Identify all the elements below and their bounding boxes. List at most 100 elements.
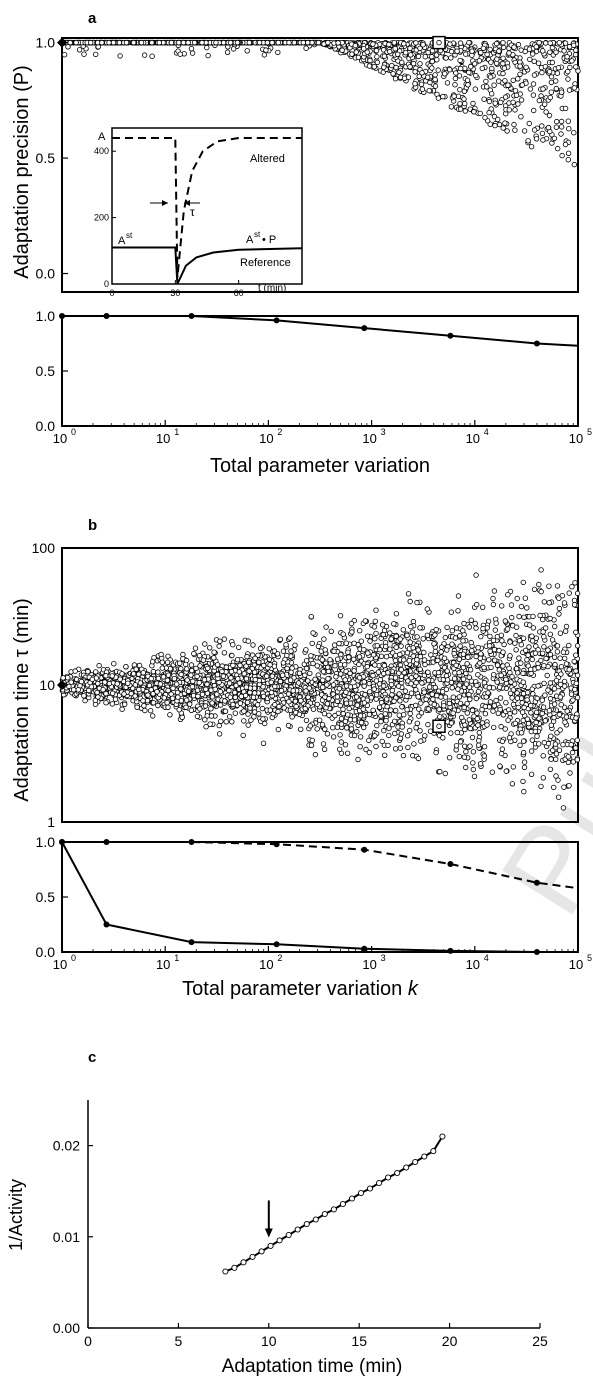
scatter-point xyxy=(470,760,476,766)
scatter-point xyxy=(99,39,105,46)
scatter-point xyxy=(407,45,413,52)
scatter-point xyxy=(547,40,553,46)
scatter-point xyxy=(103,673,109,679)
scatter-point xyxy=(248,717,254,723)
scatter-point xyxy=(432,648,439,655)
scatter-point xyxy=(237,700,244,706)
scatter-point xyxy=(518,113,524,120)
scatter-point xyxy=(351,640,357,646)
scatter-point xyxy=(437,768,443,775)
inset-y-tick-label: 0 xyxy=(104,279,109,289)
scatter-point xyxy=(287,707,294,713)
scatter-point xyxy=(412,69,418,75)
fraction-point xyxy=(533,340,540,347)
scatter-point xyxy=(119,671,125,677)
scatter-point xyxy=(512,127,518,133)
panel-a-scatter-frame xyxy=(61,37,579,293)
scatter-point xyxy=(322,694,328,700)
scatter-point xyxy=(383,718,389,724)
scatter-point xyxy=(381,53,388,59)
inset-label-astp-sup: st xyxy=(254,230,261,239)
scatter-point xyxy=(491,672,497,678)
scatter-point xyxy=(431,701,437,708)
scatter-point xyxy=(125,680,131,686)
scatter-point xyxy=(276,703,282,710)
scatter-point xyxy=(481,96,487,102)
scatter-point xyxy=(413,673,419,679)
panel-a-fraction: 0.00.51.010 0 10 1 10 2 10 3 10 4 10 5 Total parame… xyxy=(36,308,592,477)
scatter-point xyxy=(288,669,294,675)
scatter-point xyxy=(110,39,117,46)
scatter-point xyxy=(566,590,572,596)
fraction-point xyxy=(273,317,280,324)
scatter-point xyxy=(432,83,439,89)
scatter-point xyxy=(558,702,564,708)
scatter-point xyxy=(356,654,363,660)
scatter-point xyxy=(381,662,387,669)
scatter-point xyxy=(370,652,377,658)
scatter-point xyxy=(308,653,314,659)
scatter-point xyxy=(280,648,287,654)
scatter-point xyxy=(541,739,547,746)
inset-y-label: A xyxy=(98,131,106,143)
scatter-point xyxy=(520,670,526,677)
scatter-point xyxy=(349,629,355,635)
scatter-point xyxy=(197,663,203,669)
scatter-point xyxy=(109,690,116,696)
scatter-point xyxy=(303,647,309,653)
scatter-point xyxy=(487,121,493,127)
scatter-point xyxy=(298,698,304,704)
scatter-point xyxy=(566,667,572,673)
scatter-point xyxy=(302,672,308,678)
scatter-point xyxy=(500,125,506,131)
scatter-point xyxy=(189,50,196,56)
scatter-point xyxy=(540,86,546,92)
scatter-point xyxy=(502,78,508,84)
scatter-point xyxy=(474,710,480,716)
scatter-point xyxy=(367,57,373,64)
y-tick-label: 10 xyxy=(39,677,55,693)
scatter-point xyxy=(374,722,380,729)
scatter-point xyxy=(184,666,190,672)
scatter-point xyxy=(497,695,504,701)
scatter-point xyxy=(204,665,211,672)
scatter-point xyxy=(391,621,397,627)
scatter-point xyxy=(574,590,581,597)
scatter-point xyxy=(185,688,192,694)
scatter-point xyxy=(201,677,208,683)
scatter-point xyxy=(566,783,572,789)
scatter-point xyxy=(500,55,506,61)
scatter-point xyxy=(241,708,247,714)
scatter-point xyxy=(380,631,386,638)
scatter-point xyxy=(408,681,414,687)
scatter-point xyxy=(473,625,479,631)
scatter-point xyxy=(391,698,397,704)
scatter-point xyxy=(456,694,463,700)
scatter-point xyxy=(391,40,397,46)
scatter-point xyxy=(414,634,420,640)
scatter-point xyxy=(194,673,200,680)
scatter-point xyxy=(382,752,388,758)
scatter-point xyxy=(540,629,546,635)
scatter-point xyxy=(422,54,428,60)
scatter-point xyxy=(203,724,209,730)
scatter-point xyxy=(470,766,476,773)
scatter-point xyxy=(510,764,516,770)
scatter-point xyxy=(372,733,378,739)
scatter-point xyxy=(307,723,313,729)
scatter-point xyxy=(414,599,420,606)
scatter-point xyxy=(555,777,561,783)
scatter-point xyxy=(246,39,252,46)
scatter-point xyxy=(466,39,472,46)
scatter-point xyxy=(455,686,461,692)
scatter-point xyxy=(383,654,390,660)
scatter-point xyxy=(136,686,142,693)
panel-a-fraction-series xyxy=(59,313,579,347)
scatter-point xyxy=(542,692,548,698)
inset-y-tick-label: 200 xyxy=(94,213,109,223)
scatter-point xyxy=(245,711,251,717)
scatter-point xyxy=(287,677,294,683)
scatter-point xyxy=(73,39,79,46)
scatter-point xyxy=(334,694,341,700)
scatter-point xyxy=(371,64,377,70)
